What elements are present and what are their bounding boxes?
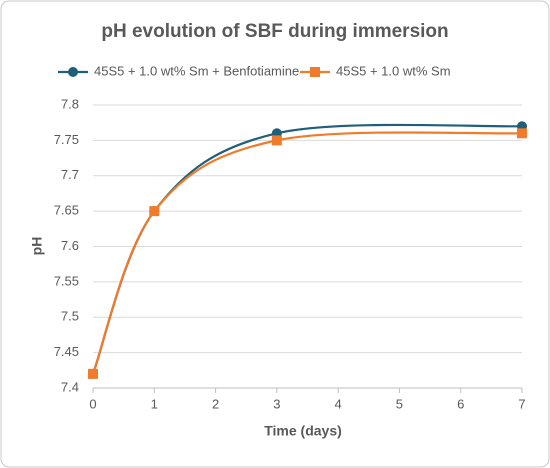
marker: [517, 128, 527, 139]
y-tick-label: 7.8: [61, 96, 79, 111]
y-tick-label: 7.5: [61, 309, 79, 324]
series-line: [91, 131, 523, 375]
y-tick-label: 7.6: [61, 238, 79, 253]
x-tick-label: 4: [335, 396, 342, 411]
x-tick-label: 1: [151, 396, 158, 411]
x-tick-label: 2: [212, 396, 219, 411]
marker: [149, 206, 160, 217]
legend-marker: [68, 67, 78, 77]
y-tick-label: 7.7: [61, 167, 79, 182]
y-tick-label: 7.45: [54, 344, 79, 359]
x-axis-title: Time (days): [264, 423, 342, 439]
x-tick-label: 5: [396, 396, 403, 411]
legend-label: 45S5 + 1.0 wt% Sm + Benfotiamine: [94, 63, 299, 78]
y-axis-title: pH: [29, 237, 45, 256]
marker: [88, 368, 98, 379]
y-tick-label: 7.55: [54, 273, 79, 288]
marker: [271, 135, 282, 146]
x-tick-label: 7: [518, 396, 525, 411]
legend-marker: [310, 67, 320, 77]
x-tick-label: 0: [89, 396, 96, 411]
x-tick-label: 3: [273, 396, 280, 411]
y-tick-label: 7.65: [54, 203, 79, 218]
legend-label: 45S5 + 1.0 wt% Sm: [336, 63, 451, 78]
y-tick-label: 7.4: [61, 379, 79, 394]
chart-title: pH evolution of SBF during immersion: [101, 21, 448, 42]
x-tick-label: 6: [457, 396, 464, 411]
y-tick-label: 7.75: [54, 132, 79, 147]
